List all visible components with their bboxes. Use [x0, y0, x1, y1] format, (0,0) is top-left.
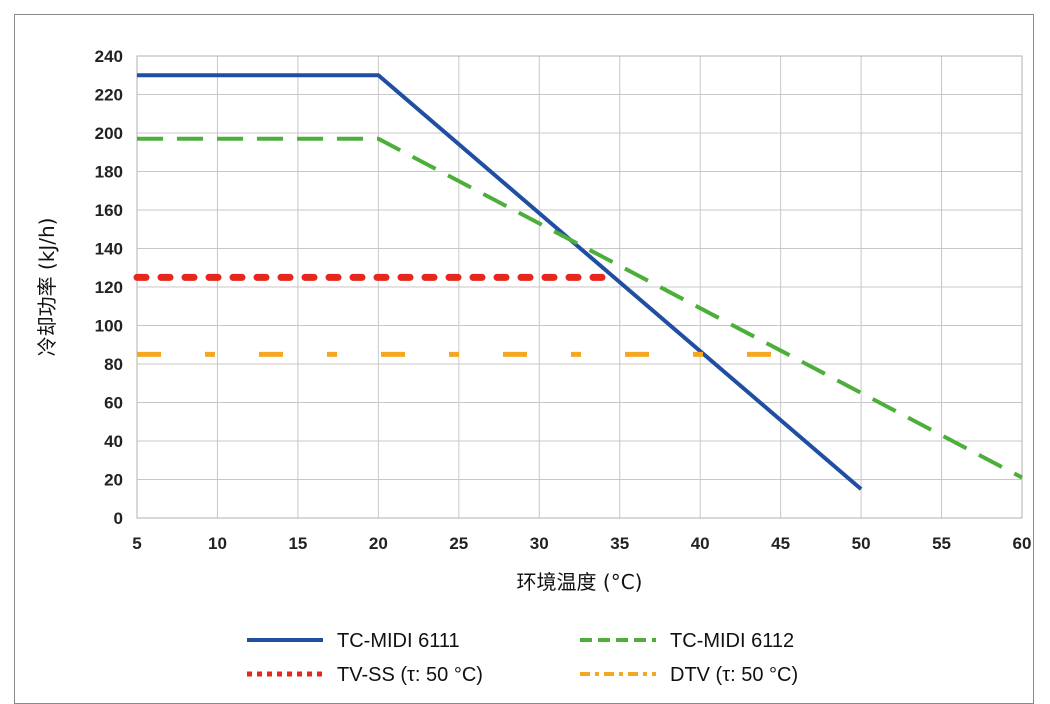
legend-label-1: TC-MIDI 6111 — [337, 630, 460, 652]
legend-label-3: TV-SS (τ: 50 °C) — [337, 664, 483, 686]
legend-label-4: DTV (τ: 50 °C) — [670, 664, 798, 686]
series-line-1 — [137, 73, 863, 491]
y-tick-label: 80 — [104, 355, 123, 374]
y-tick-labels: 0 20 40 60 80 100 120 140 160 180 200 220 240 — [95, 47, 123, 528]
y-tick-label: 60 — [104, 394, 123, 413]
x-tick-label: 35 — [610, 534, 629, 553]
y-tick-label: 20 — [104, 471, 123, 490]
x-tick-label: 15 — [288, 534, 307, 553]
y-tick-label: 180 — [95, 163, 123, 182]
x-tick-label: 40 — [691, 534, 710, 553]
x-tick-labels: 5 10 15 20 25 30 35 40 45 50 55 60 — [132, 534, 1031, 553]
series-line-2 — [137, 136, 1023, 480]
x-tick-label: 45 — [771, 534, 790, 553]
x-tick-label: 60 — [1013, 534, 1032, 553]
x-tick-label: 5 — [132, 534, 141, 553]
y-tick-label: 240 — [95, 47, 123, 66]
y-tick-label: 140 — [95, 240, 123, 259]
grid-lines — [136, 55, 1023, 519]
y-tick-label: 40 — [104, 432, 123, 451]
y-tick-label: 160 — [95, 201, 123, 220]
legend-label-2: TC-MIDI 6112 — [670, 630, 794, 652]
plot-area-border — [136, 55, 1023, 519]
x-tick-label: 30 — [530, 534, 549, 553]
x-tick-label: 10 — [208, 534, 227, 553]
x-tick-label: 55 — [932, 534, 951, 553]
x-tick-label: 20 — [369, 534, 388, 553]
x-tick-label: 50 — [852, 534, 871, 553]
y-tick-label: 0 — [114, 509, 123, 528]
y-tick-label: 100 — [95, 317, 123, 336]
legend: TC-MIDI 6111 TC-MIDI 6112 TV-SS (τ: 50 °C)… — [247, 630, 798, 686]
y-tick-label: 220 — [95, 86, 123, 105]
y-tick-label: 120 — [95, 278, 123, 297]
x-axis-title: 环境温度 (°C) — [517, 570, 643, 594]
y-axis-title: 冷却功率 (kJ/h) — [35, 218, 59, 357]
chart-frame — [14, 14, 1034, 704]
y-tick-label: 200 — [95, 124, 123, 143]
series-lines — [133, 73, 1023, 491]
x-tick-label: 25 — [449, 534, 468, 553]
